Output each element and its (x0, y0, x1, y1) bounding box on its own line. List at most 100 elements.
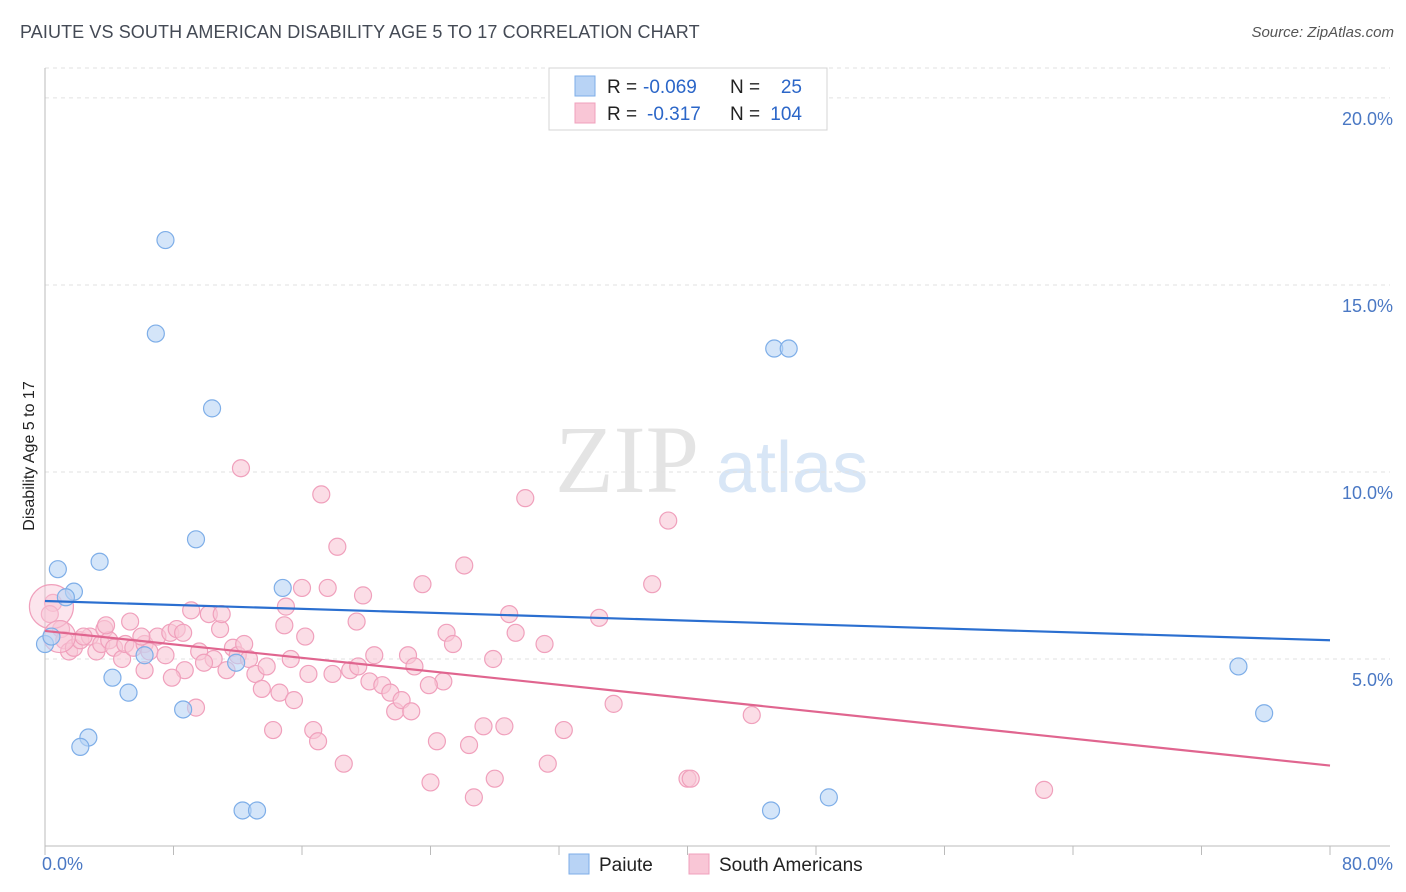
south-americans-point (318, 578, 337, 598)
paiute-point (71, 737, 90, 756)
south-americans-point (162, 668, 181, 687)
south-americans-point (299, 664, 318, 684)
paiute-point (135, 646, 154, 665)
paiute-point (119, 683, 138, 702)
south-americans-point (681, 769, 700, 788)
south-americans-point (538, 754, 557, 773)
x-tick-label-min: 0.0% (42, 854, 83, 874)
south-americans-point (604, 694, 623, 713)
south-americans-point (156, 646, 175, 665)
paiute-point (56, 588, 75, 607)
south-americans-point (643, 575, 662, 594)
paiute-point (761, 801, 781, 820)
south-americans-point (474, 717, 493, 736)
y-tick-labels: 5.0% 10.0% 15.0% 20.0% (1342, 109, 1393, 690)
south-americans-point (516, 489, 535, 508)
south-americans-point (659, 511, 678, 530)
chart-title: PAIUTE VS SOUTH AMERICAN DISABILITY AGE … (20, 22, 700, 42)
bottom-legend-label-south-americans: South Americans (719, 855, 863, 876)
south-americans-point (121, 612, 140, 631)
watermark-atlas: atlas (716, 428, 868, 508)
legend-r-label-paiute: R = (607, 77, 637, 98)
y-tick-label: 5.0% (1352, 670, 1393, 690)
watermark-zip: ZIP (555, 406, 699, 513)
paiute-point (146, 324, 165, 343)
south-americans-point (334, 754, 353, 773)
y-tick-label: 20.0% (1342, 109, 1393, 129)
bottom-legend: Paiute South Americans (568, 853, 863, 876)
paiute-point (156, 230, 175, 250)
legend-r-value-paiute: -0.069 (643, 77, 697, 98)
paiute-point (273, 578, 292, 598)
south-americans-point (231, 459, 251, 478)
y-tick-label: 15.0% (1342, 296, 1393, 316)
bottom-legend-swatch-south-americans (688, 853, 710, 875)
paiute-point (1229, 657, 1248, 676)
bottom-legend-label-paiute: Paiute (599, 855, 653, 876)
south-americans-point (455, 556, 474, 575)
south-americans-point (40, 604, 59, 624)
south-americans-point (353, 586, 373, 605)
south-americans-point (349, 657, 368, 676)
south-americans-point (464, 788, 483, 807)
south-americans-point (365, 646, 384, 665)
legend-n-label-south-americans: N = (730, 104, 760, 125)
south-americans-point (308, 732, 328, 751)
legend-r-label-south-americans: R = (607, 104, 637, 125)
south-americans-point (275, 616, 294, 635)
legend-n-value-paiute: 25 (781, 77, 802, 98)
south-americans-point (402, 702, 421, 721)
south-americans-point (284, 691, 304, 710)
trend-lines (44, 599, 1331, 767)
south-americans-point (421, 773, 440, 792)
south-americans-point (292, 578, 312, 598)
south-americans-point (323, 664, 342, 684)
series-south-americans (28, 459, 1054, 807)
south-americans-point (263, 720, 283, 740)
south-americans-point (96, 616, 116, 635)
south-americans-point (270, 683, 289, 702)
south-americans-point (495, 717, 514, 736)
paiute-point (227, 653, 246, 672)
y-tick-label: 10.0% (1342, 483, 1393, 503)
paiute-point (48, 560, 67, 579)
south-americans-point (328, 537, 347, 556)
south-americans-point (484, 649, 503, 669)
paiute-point (90, 552, 109, 571)
series-paiute (35, 230, 1274, 820)
south-americans-trend-line (44, 629, 1331, 767)
south-americans-point (276, 597, 296, 616)
grid-lines (45, 67, 1390, 660)
paiute-point (819, 788, 838, 807)
source-label: Source: ZipAtlas.com (1251, 24, 1394, 41)
paiute-point (202, 399, 222, 418)
paiute-point (247, 801, 267, 820)
paiute-trend-line (44, 599, 1331, 642)
south-americans-point (174, 623, 193, 642)
south-americans-point (413, 575, 432, 594)
south-americans-point (257, 657, 276, 676)
south-americans-point (427, 732, 447, 751)
top-legend: R = -0.069 N = 25 R = -0.317 N = 104 (548, 67, 828, 131)
y-axis-label: Disability Age 5 to 17 (21, 381, 38, 531)
south-americans-point (194, 653, 214, 672)
south-americans-point (312, 485, 331, 504)
paiute-point (103, 668, 122, 687)
south-americans-point (506, 623, 525, 642)
paiute-point (1255, 704, 1274, 723)
x-tick-label-max: 80.0% (1342, 854, 1393, 874)
south-americans-point (347, 612, 366, 631)
south-americans-point (535, 634, 554, 654)
paiute-point (779, 339, 798, 358)
south-americans-point (554, 720, 573, 740)
legend-n-label-paiute: N = (730, 77, 760, 98)
south-americans-point (281, 649, 300, 669)
legend-r-value-south-americans: -0.317 (647, 104, 701, 125)
south-americans-point (485, 769, 504, 788)
legend-swatch-south-americans (574, 102, 596, 124)
south-americans-point (419, 676, 438, 695)
x-ticks (44, 846, 1331, 855)
south-americans-point (443, 634, 463, 654)
south-americans-point (742, 705, 761, 725)
